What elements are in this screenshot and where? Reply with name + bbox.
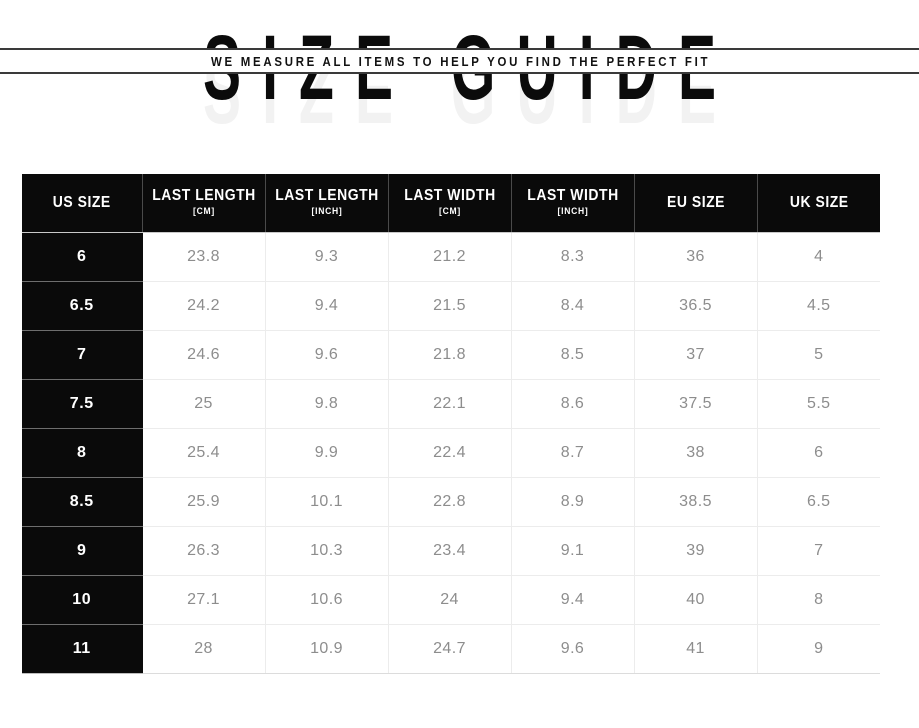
cell-last-width-cm: 21.8 — [388, 330, 512, 380]
cell-last-length-inch: 9.9 — [265, 428, 389, 478]
cell-us-size: 6.5 — [22, 281, 143, 331]
cell-eu-size: 40 — [634, 575, 758, 625]
cell-last-length-cm: 28 — [142, 624, 266, 674]
cell-us-size: 9 — [22, 526, 143, 576]
cell-last-length-inch: 10.6 — [265, 575, 389, 625]
header-banner: SIZE GUIDE SIZE GUIDE WE MEASURE ALL ITE… — [0, 0, 919, 160]
column-header-label: LAST LENGTH — [274, 186, 379, 204]
column-header-unit: [INCH] — [557, 206, 588, 218]
cell-last-length-cm: 26.3 — [142, 526, 266, 576]
table-header-row: US SIZE LAST LENGTH [CM] LAST LENGTH [IN… — [22, 174, 880, 233]
table-row: 6.5 24.2 9.4 21.5 8.4 36.5 4.5 — [22, 281, 880, 331]
cell-eu-size: 36 — [634, 232, 758, 282]
cell-uk-size: 6.5 — [757, 477, 880, 527]
table-row: 7 24.6 9.6 21.8 8.5 37 5 — [22, 330, 880, 380]
cell-last-width-inch: 8.6 — [511, 379, 635, 429]
cell-last-width-inch: 8.3 — [511, 232, 635, 282]
cell-last-width-cm: 21.5 — [388, 281, 512, 331]
table-row: 6 23.8 9.3 21.2 8.3 36 4 — [22, 232, 880, 282]
column-header-last-length-cm: LAST LENGTH [CM] — [142, 174, 266, 233]
cell-us-size: 8.5 — [22, 477, 143, 527]
column-header-label: EU SIZE — [666, 194, 725, 212]
cell-last-length-inch: 9.6 — [265, 330, 389, 380]
cell-last-length-inch: 9.4 — [265, 281, 389, 331]
table-row: 11 28 10.9 24.7 9.6 41 9 — [22, 624, 880, 674]
cell-last-length-cm: 25 — [142, 379, 266, 429]
table-row: 10 27.1 10.6 24 9.4 40 8 — [22, 575, 880, 625]
column-header-us-size: US SIZE — [22, 174, 143, 233]
cell-last-width-inch: 8.5 — [511, 330, 635, 380]
cell-last-width-cm: 23.4 — [388, 526, 512, 576]
cell-last-width-cm: 24.7 — [388, 624, 512, 674]
cell-last-width-inch: 8.4 — [511, 281, 635, 331]
cell-last-length-inch: 10.9 — [265, 624, 389, 674]
cell-last-length-cm: 23.8 — [142, 232, 266, 282]
cell-last-length-cm: 24.2 — [142, 281, 266, 331]
cell-last-length-inch: 10.1 — [265, 477, 389, 527]
page-subtitle: WE MEASURE ALL ITEMS TO HELP YOU FIND TH… — [211, 53, 711, 69]
table-row: 9 26.3 10.3 23.4 9.1 39 7 — [22, 526, 880, 576]
size-table-container: US SIZE LAST LENGTH [CM] LAST LENGTH [IN… — [22, 174, 880, 674]
cell-uk-size: 7 — [757, 526, 880, 576]
cell-last-length-inch: 10.3 — [265, 526, 389, 576]
column-header-eu-size: EU SIZE — [634, 174, 758, 233]
column-header-last-width-inch: LAST WIDTH [INCH] — [511, 174, 635, 233]
column-header-uk-size: UK SIZE — [757, 174, 880, 233]
cell-last-width-inch: 8.7 — [511, 428, 635, 478]
column-header-last-length-inch: LAST LENGTH [INCH] — [265, 174, 389, 233]
cell-last-length-cm: 25.4 — [142, 428, 266, 478]
cell-uk-size: 8 — [757, 575, 880, 625]
cell-us-size: 7 — [22, 330, 143, 380]
column-header-unit: [CM] — [438, 206, 461, 218]
cell-eu-size: 38 — [634, 428, 758, 478]
table-body: 6 23.8 9.3 21.2 8.3 36 4 6.5 24.2 9.4 21.5 8.4 36.5 4… — [22, 232, 880, 674]
table-row: 8.5 25.9 10.1 22.8 8.9 38.5 6.5 — [22, 477, 880, 527]
cell-uk-size: 6 — [757, 428, 880, 478]
cell-last-width-inch: 9.6 — [511, 624, 635, 674]
cell-us-size: 6 — [22, 232, 143, 282]
cell-last-width-cm: 24 — [388, 575, 512, 625]
cell-eu-size: 41 — [634, 624, 758, 674]
cell-eu-size: 37.5 — [634, 379, 758, 429]
cell-last-length-inch: 9.3 — [265, 232, 389, 282]
cell-last-width-cm: 21.2 — [388, 232, 512, 282]
cell-last-width-inch: 9.1 — [511, 526, 635, 576]
column-header-unit: [CM] — [192, 206, 215, 218]
cell-last-length-cm: 25.9 — [142, 477, 266, 527]
column-header-label: US SIZE — [52, 194, 111, 212]
cell-last-width-cm: 22.1 — [388, 379, 512, 429]
column-header-unit: [INCH] — [311, 206, 342, 218]
cell-eu-size: 36.5 — [634, 281, 758, 331]
cell-uk-size: 9 — [757, 624, 880, 674]
table-row: 7.5 25 9.8 22.1 8.6 37.5 5.5 — [22, 379, 880, 429]
cell-last-width-inch: 8.9 — [511, 477, 635, 527]
cell-last-width-cm: 22.8 — [388, 477, 512, 527]
cell-uk-size: 4.5 — [757, 281, 880, 331]
cell-last-length-cm: 24.6 — [142, 330, 266, 380]
cell-uk-size: 4 — [757, 232, 880, 282]
cell-last-width-inch: 9.4 — [511, 575, 635, 625]
cell-last-length-cm: 27.1 — [142, 575, 266, 625]
cell-last-width-cm: 22.4 — [388, 428, 512, 478]
subtitle-band: WE MEASURE ALL ITEMS TO HELP YOU FIND TH… — [0, 48, 919, 74]
cell-eu-size: 38.5 — [634, 477, 758, 527]
column-header-label: UK SIZE — [789, 194, 849, 212]
cell-uk-size: 5.5 — [757, 379, 880, 429]
column-header-label: LAST WIDTH — [526, 186, 619, 204]
size-table: US SIZE LAST LENGTH [CM] LAST LENGTH [IN… — [22, 174, 880, 674]
cell-us-size: 8 — [22, 428, 143, 478]
column-header-label: LAST WIDTH — [403, 186, 496, 204]
cell-us-size: 10 — [22, 575, 143, 625]
cell-last-length-inch: 9.8 — [265, 379, 389, 429]
cell-eu-size: 37 — [634, 330, 758, 380]
column-header-last-width-cm: LAST WIDTH [CM] — [388, 174, 512, 233]
cell-uk-size: 5 — [757, 330, 880, 380]
table-header: US SIZE LAST LENGTH [CM] LAST LENGTH [IN… — [22, 174, 880, 233]
column-header-label: LAST LENGTH — [151, 186, 256, 204]
cell-eu-size: 39 — [634, 526, 758, 576]
cell-us-size: 7.5 — [22, 379, 143, 429]
table-row: 8 25.4 9.9 22.4 8.7 38 6 — [22, 428, 880, 478]
cell-us-size: 11 — [22, 624, 143, 674]
